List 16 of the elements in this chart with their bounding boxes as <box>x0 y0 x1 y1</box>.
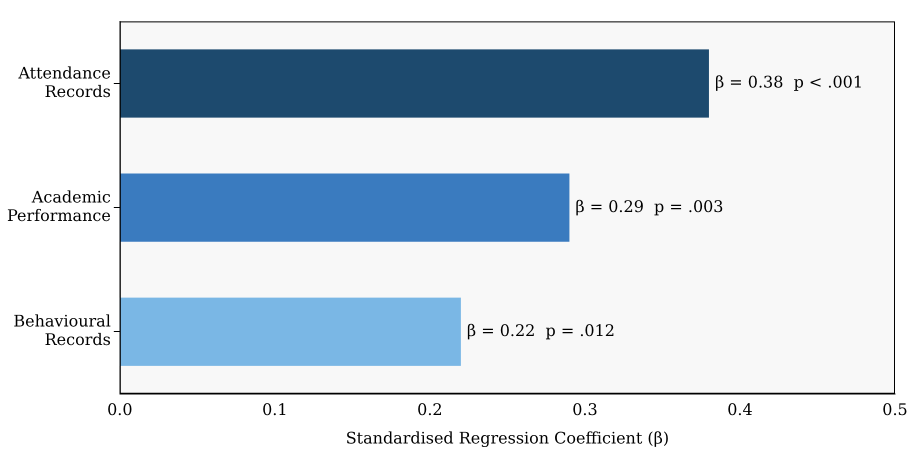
data-label: β = 0.38 p < .001 <box>714 72 864 92</box>
bar <box>120 298 461 366</box>
x-axis-title: Standardised Regression Coefficient (β) <box>346 428 670 448</box>
x-tick-label: 0.1 <box>262 400 288 419</box>
x-tick-label: 0.0 <box>107 400 133 419</box>
y-tick-label: Academic Performance <box>7 188 111 225</box>
bar <box>120 49 709 118</box>
data-label: β = 0.29 p = .003 <box>575 196 724 216</box>
x-tick-label: 0.4 <box>727 400 753 419</box>
data-label: β = 0.22 p = .012 <box>466 320 615 340</box>
x-tick-label: 0.3 <box>572 400 598 419</box>
x-tick-label: 0.2 <box>417 400 443 419</box>
y-tick-label: Behavioural Records <box>13 312 111 350</box>
y-tick-label: Attendance Records <box>17 63 111 101</box>
x-tick-label: 0.5 <box>882 400 908 419</box>
bar <box>120 173 570 242</box>
